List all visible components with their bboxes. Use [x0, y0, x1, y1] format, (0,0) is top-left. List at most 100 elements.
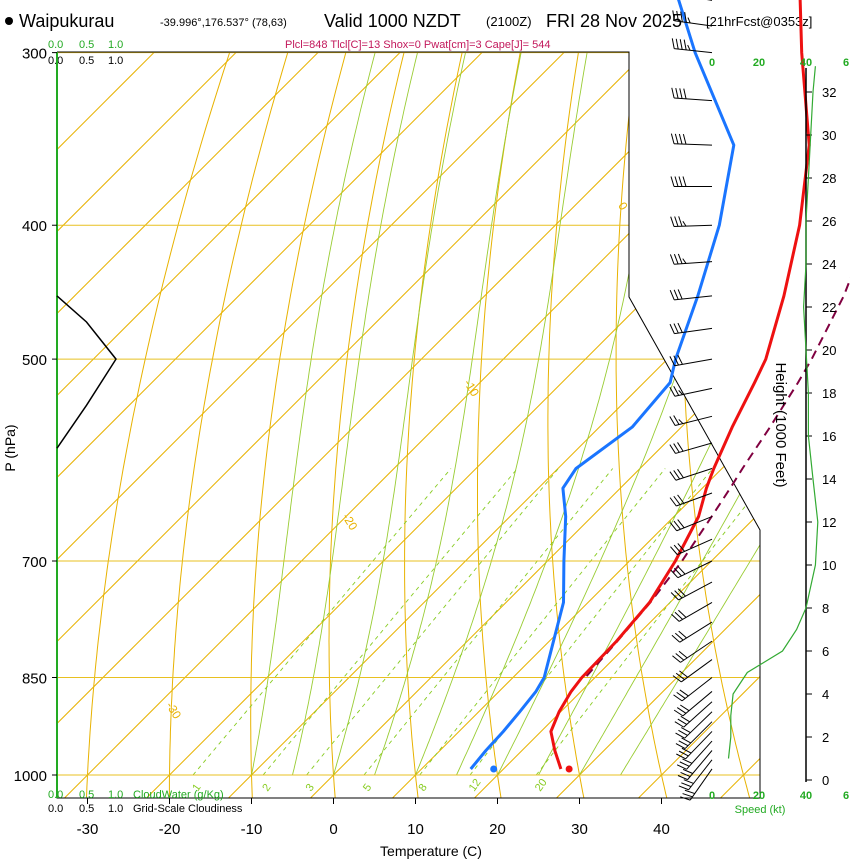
- wind-barb-staff: [674, 295, 713, 301]
- cloudiness-label: Grid-Scale Cloudiness: [133, 803, 243, 815]
- isotherm-line: [549, 52, 760, 798]
- cloud-top-black-2: 1.0: [108, 55, 123, 67]
- wind-barb-full-feather: [677, 289, 683, 300]
- wind-barb-full-feather: [678, 750, 689, 757]
- wind-barb: [674, 701, 713, 728]
- moist-adiabat-line: [415, 52, 614, 776]
- height-label: 0: [822, 773, 829, 788]
- height-label: 22: [822, 300, 836, 315]
- wind-barb-full-feather: [684, 12, 687, 23]
- isotherm-line: [57, 52, 699, 798]
- dry-adiabat-label: -20: [339, 511, 360, 533]
- valid-date: FRI 28 Nov 2025: [546, 11, 682, 31]
- wind-barb-full-feather: [682, 758, 693, 764]
- wind-barb-staff: [674, 20, 713, 27]
- height-label: 20: [822, 343, 836, 358]
- station-name: Waipukurau: [19, 11, 114, 31]
- dry-adiabat-label: 10: [805, 26, 824, 45]
- valid-time: Valid 1000 NZDT: [324, 11, 461, 31]
- wind-barb-half-feather: [687, 17, 691, 24]
- height-label: 8: [822, 601, 829, 616]
- height-label: 14: [822, 472, 836, 487]
- wind-barb: [669, 322, 713, 335]
- mixing-ratio-line: [363, 468, 614, 776]
- wind-barb-full-feather: [674, 133, 679, 145]
- mixing-ratio-label: 1: [190, 782, 203, 794]
- wind-barb-full-feather: [672, 655, 681, 663]
- wind-barb-full-feather: [673, 544, 682, 554]
- wind-barb-full-feather: [684, 789, 695, 795]
- isotherm-line: [57, 52, 453, 798]
- wind-barb-full-feather: [676, 10, 679, 22]
- station-dot: [5, 17, 13, 25]
- height-label: 24: [822, 257, 836, 272]
- mixing-ratio-line: [192, 468, 452, 776]
- wind-barb-staff: [674, 261, 713, 265]
- wind-barb-full-feather: [679, 88, 683, 99]
- dry-adiabat-label: -10: [461, 377, 482, 399]
- wind-barb-full-feather: [677, 543, 685, 552]
- isotherm-line: [467, 52, 760, 798]
- speed-bot-60: 6: [843, 790, 849, 802]
- temperature-label: -30: [77, 821, 99, 838]
- wind-barb: [669, 415, 713, 426]
- wind-barb-full-feather: [673, 323, 679, 334]
- wind-barb-full-feather: [682, 768, 693, 774]
- wind-barb-full-feather: [673, 254, 679, 265]
- dry-adiabat-label: -30: [163, 699, 184, 721]
- wind-barb-full-feather: [678, 740, 689, 747]
- cloud-bot-black-0: 0.0: [48, 803, 63, 815]
- wind-barb-full-feather: [673, 289, 679, 300]
- dry-adiabat-line: [250, 52, 386, 798]
- wind-barb-full-feather: [677, 588, 686, 597]
- temperature-axis-title: Temperature (C): [380, 843, 482, 859]
- wind-barb-staff: [687, 750, 713, 780]
- wind-barbs: [669, 0, 713, 801]
- pressure-label: 700: [22, 554, 47, 571]
- wind-barb-staff: [682, 691, 713, 717]
- height-label: 26: [822, 214, 836, 229]
- wind-barb-full-feather: [673, 415, 680, 425]
- mixing-ratio-label: 2: [260, 782, 273, 794]
- cloud-bot-black-1: 0.5: [79, 803, 94, 815]
- wind-barb: [670, 176, 712, 188]
- sounding-indices: Plcl=848 Tlcl[C]=13 Shox=0 Pwat[cm]=3 Ca…: [285, 39, 550, 51]
- height-label: 2: [822, 730, 829, 745]
- mixing-ratio-line: [535, 468, 760, 776]
- wind-barb-full-feather: [680, 715, 690, 723]
- wind-barb-full-feather: [672, 10, 675, 21]
- wind-barb-staff: [688, 759, 713, 791]
- wind-barb-staff: [684, 711, 713, 739]
- wind-barb-staff: [679, 621, 713, 643]
- wind-barb-half-feather: [682, 220, 687, 227]
- wind-barb-full-feather: [674, 590, 683, 599]
- dry-adiabat-line: [808, 0, 850, 804]
- surface-dewpoint-dot: [490, 765, 498, 773]
- wind-barb: [680, 768, 713, 801]
- wind-barb-full-feather: [675, 38, 679, 50]
- wind-barb-staff: [677, 560, 713, 579]
- temperature-label: 0: [329, 821, 337, 838]
- speed-bot-40: 40: [800, 790, 812, 802]
- moist-adiabat-line: [497, 52, 760, 776]
- wind-barb-half-feather: [682, 258, 687, 264]
- temperature-trace: [549, 0, 811, 770]
- wind-barb: [670, 133, 713, 146]
- wind-barb: [673, 677, 713, 702]
- wind-barb-full-feather: [683, 39, 687, 50]
- wind-barb-full-feather: [679, 39, 683, 50]
- wind-barb-staff: [683, 701, 713, 728]
- wind-barb-full-feather: [676, 753, 686, 760]
- wind-barb-full-feather: [669, 471, 677, 481]
- moist-adiabat-line: [292, 52, 454, 776]
- wind-barb: [672, 659, 713, 683]
- wind-barb-full-feather: [681, 747, 692, 754]
- wind-barb-full-feather: [670, 592, 679, 601]
- height-label: 28: [822, 171, 836, 186]
- mixing-ratio-line: [419, 468, 666, 776]
- wind-barb-full-feather: [673, 709, 684, 717]
- pressure-label: 500: [22, 352, 47, 369]
- wind-barb-staff: [674, 358, 713, 367]
- wind-barb-full-feather: [678, 785, 689, 791]
